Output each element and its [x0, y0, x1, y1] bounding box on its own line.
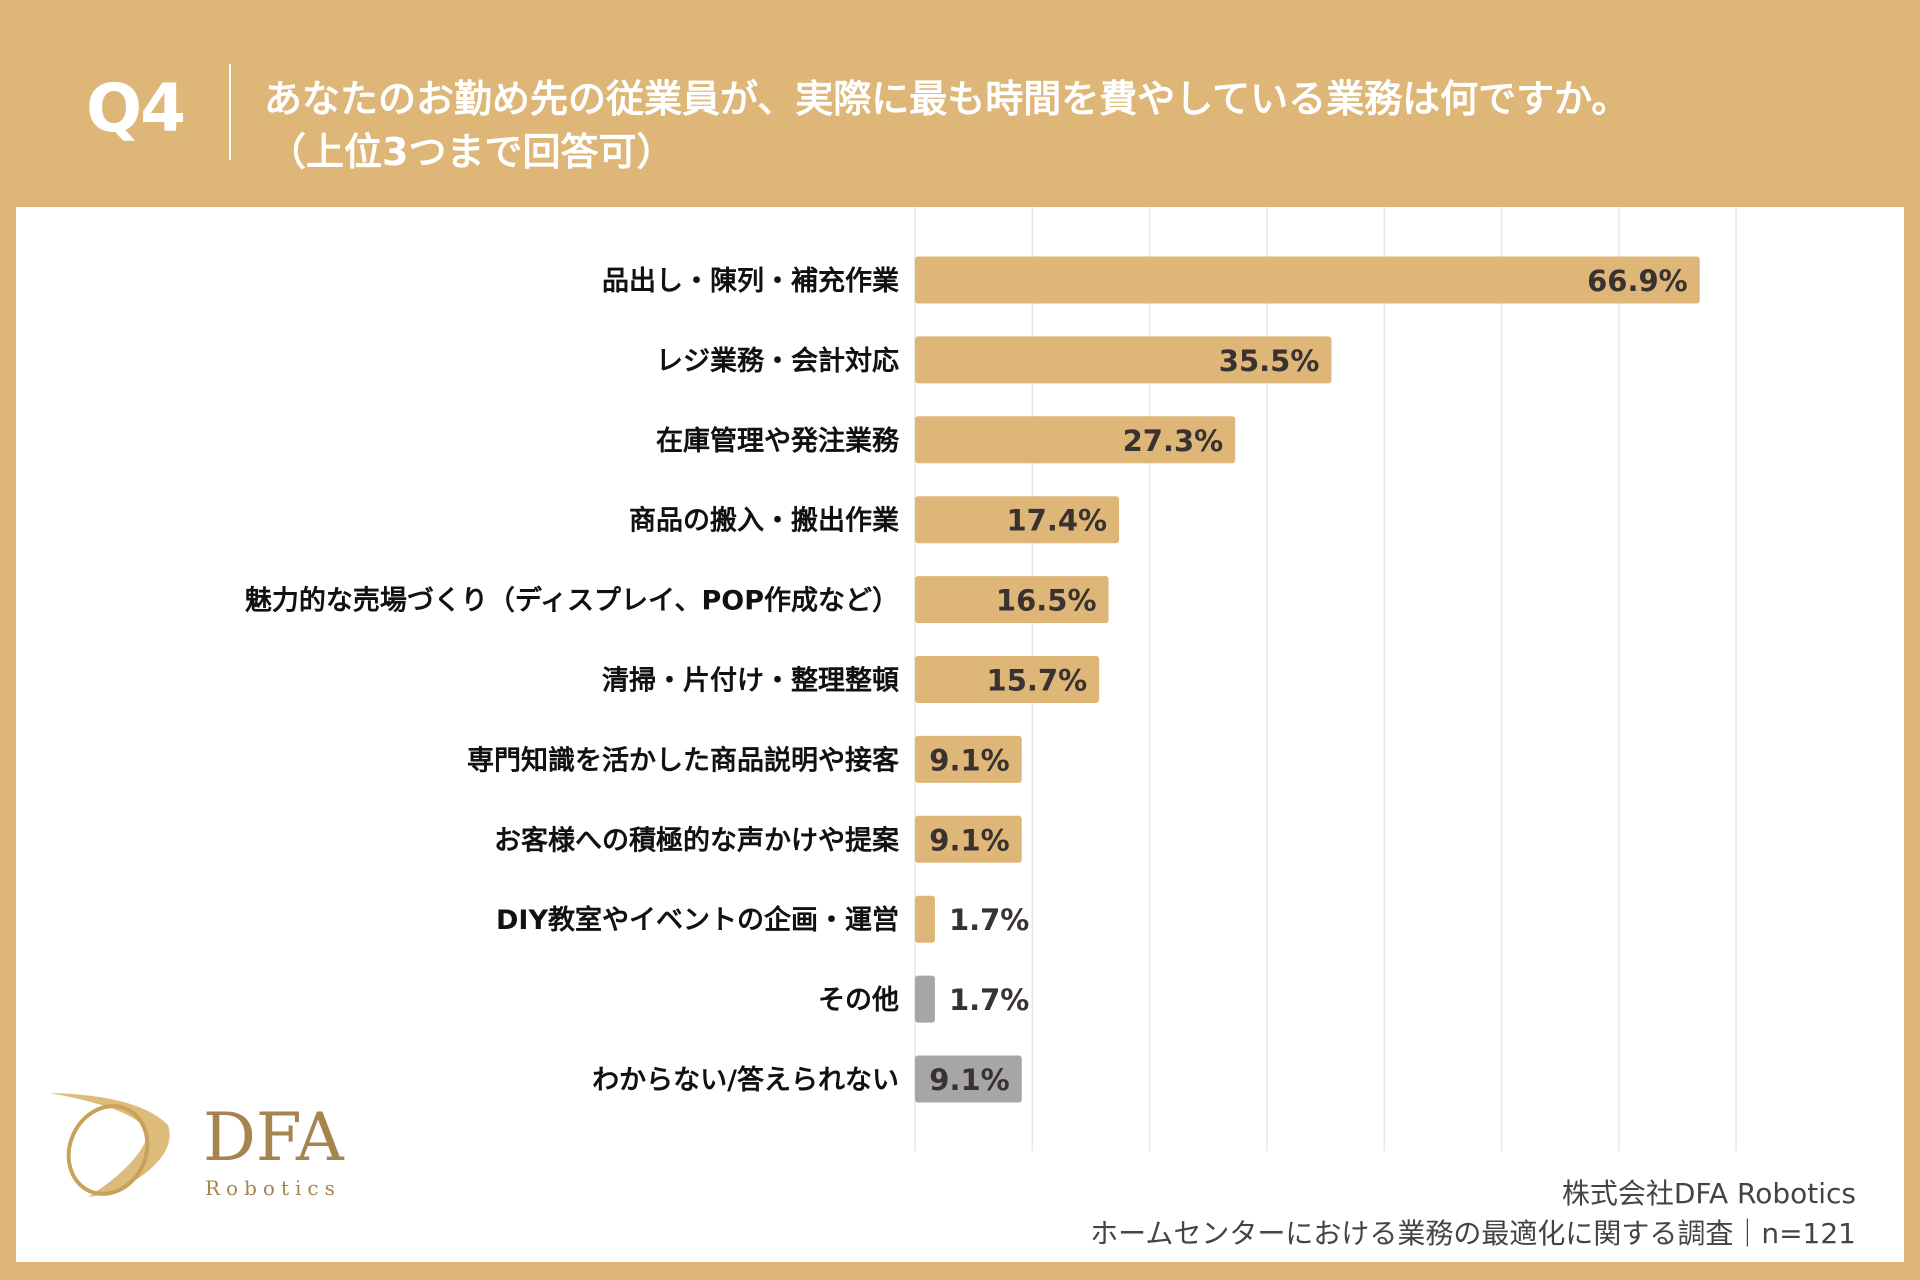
category-label: 商品の搬入・搬出作業: [629, 505, 899, 537]
svg-text:Robotics: Robotics: [205, 1176, 341, 1200]
bar-chart: 品出し・陳列・補充作業 66.9% レジ業務・会計対応 35.5% 在庫管理や発注業務 2…: [245, 207, 1737, 1151]
bar: [915, 1055, 1022, 1103]
footer-survey: ホームセンターにおける業務の最適化に関する調査｜n=121: [1090, 1217, 1856, 1250]
value-label: 9.1%: [929, 1063, 1009, 1097]
category-label: 在庫管理や発注業務: [656, 425, 900, 457]
bar: [915, 336, 1332, 384]
question-number: Q4: [86, 70, 186, 147]
question-subtitle: （上位3つまで回答可）: [268, 130, 675, 174]
bar: [915, 895, 935, 943]
bar: [915, 975, 935, 1023]
value-label: 9.1%: [929, 743, 1009, 777]
dfa-logo: DFA Robotics: [50, 1093, 345, 1200]
question-title: あなたのお勤め先の従業員が、実際に最も時間を費やしている業務は何ですか。: [264, 77, 1630, 121]
value-label: 1.7%: [949, 983, 1029, 1017]
value-label: 66.9%: [1587, 264, 1688, 298]
value-label: 35.5%: [1219, 344, 1320, 378]
chart-panel: 品出し・陳列・補充作業 66.9% レジ業務・会計対応 35.5% 在庫管理や発注業務 2…: [16, 207, 1904, 1262]
category-label: レジ業務・会計対応: [656, 345, 899, 377]
header-divider: [229, 64, 231, 160]
category-label: 品出し・陳列・補充作業: [602, 265, 899, 297]
category-label: 清掃・片付け・整理整頓: [602, 666, 899, 697]
bar: [915, 256, 1700, 304]
category-label: DIY教室やイベントの企画・運営: [496, 904, 899, 936]
bar: [915, 735, 1022, 783]
bar: [915, 815, 1022, 863]
bar: [915, 576, 1109, 624]
category-label: 専門知識を活かした商品説明や接客: [467, 744, 900, 776]
category-label: お客様への積極的な声かけや提案: [494, 824, 900, 856]
bar: [915, 496, 1120, 544]
bar: [915, 416, 1236, 464]
bar: [915, 656, 1100, 703]
footer-company: 株式会社DFA Robotics: [1561, 1177, 1856, 1210]
value-label: 1.7%: [949, 903, 1029, 937]
value-label: 15.7%: [987, 664, 1088, 698]
value-label: 17.4%: [1006, 504, 1107, 538]
svg-text:DFA: DFA: [203, 1099, 345, 1176]
category-label: その他: [818, 985, 899, 1016]
value-label: 9.1%: [929, 823, 1009, 857]
category-label: わからない/答えられない: [592, 1064, 899, 1096]
value-label: 27.3%: [1123, 424, 1224, 458]
category-label: 魅力的な売場づくり（ディスプレイ、POP作成など）: [245, 585, 899, 617]
value-label: 16.5%: [996, 584, 1097, 618]
